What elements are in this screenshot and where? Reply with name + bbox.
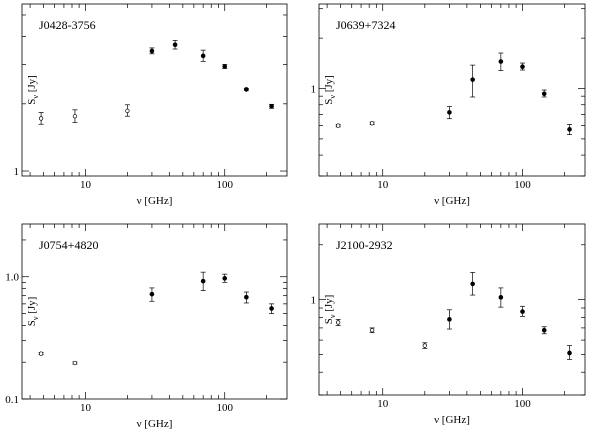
data-point-filled [269, 306, 274, 311]
data-point-filled [447, 110, 452, 115]
data-point-filled [149, 291, 155, 297]
data-point-filled [222, 64, 228, 69]
series-open [38, 104, 130, 125]
data-point-filled [567, 350, 572, 356]
data-point-filled [520, 309, 525, 314]
chart-panel-1: 10 100 1 ν [GHz] Sν [Jy] J0428-3756 [14, 3, 288, 207]
x-tick-label: 10 [377, 179, 389, 191]
y-tick-label: 1 [14, 166, 20, 178]
x-axis-label: ν [GHz] [434, 414, 470, 426]
data-point-filled [222, 276, 228, 281]
data-point-filled [244, 87, 249, 92]
data-point-open [38, 351, 44, 356]
data-point-filled [447, 317, 452, 322]
data-point-filled [149, 48, 155, 54]
y-tick-label: 1 [311, 295, 317, 307]
source-name-label: J2100-2932 [336, 238, 393, 252]
y-axis-minor-ticks [319, 8, 585, 177]
series-open [38, 351, 78, 366]
x-axis-label: ν [GHz] [434, 195, 470, 207]
source-name-label: J0428-3756 [39, 18, 96, 32]
y-axis-minor-ticks [319, 244, 585, 396]
data-point-filled [470, 77, 475, 82]
y-tick-label: 1.0 [5, 272, 19, 284]
chart-panel-2: 10 100 1 ν [GHz] Sν [Jy] J0639+7324 [311, 3, 586, 207]
source-name-label: J0754+4820 [39, 238, 98, 252]
data-point-open [369, 121, 375, 126]
series-filled [446, 52, 573, 135]
series-filled [446, 272, 573, 360]
y-axis-label: Sν [Jy] [323, 75, 337, 105]
data-point-filled [200, 53, 206, 59]
y-axis-label: Sν [Jy] [26, 75, 40, 105]
data-point-filled [200, 278, 206, 284]
x-axis-minor-ticks [29, 4, 268, 176]
x-axis-label: ν [GHz] [137, 418, 173, 430]
y-axis-label: Sν [Jy] [323, 295, 337, 325]
data-point-filled [498, 295, 504, 300]
x-axis-minor-ticks [326, 4, 565, 176]
series-open [335, 318, 428, 349]
x-axis-minor-ticks [29, 224, 268, 399]
x-axis-label: ν [GHz] [137, 195, 173, 207]
y-axis-label: Sν [Jy] [26, 297, 40, 327]
x-tick-label: 10 [80, 402, 92, 414]
data-point-filled [567, 127, 572, 132]
plot-frame [318, 3, 586, 177]
x-tick-label: 10 [377, 398, 389, 410]
data-point-open [336, 320, 341, 325]
x-tick-label: 10 [80, 179, 92, 191]
y-axis-minor-ticks [22, 14, 287, 172]
data-point-filled [244, 294, 249, 300]
source-name-label: J0639+7324 [336, 18, 395, 32]
data-point-filled [498, 59, 504, 64]
data-point-filled [520, 64, 525, 70]
data-point-open [125, 108, 130, 114]
plot-frame [21, 223, 288, 400]
x-tick-label: 100 [514, 398, 531, 410]
data-point-filled [269, 103, 274, 109]
series-filled [149, 39, 275, 109]
data-point-open [72, 360, 78, 366]
data-point-filled [541, 91, 547, 97]
data-point-filled [172, 42, 178, 48]
x-axis-minor-ticks [326, 224, 565, 395]
plot-frame [318, 223, 586, 396]
data-point-open [38, 116, 44, 121]
y-tick-label: 0.1 [5, 394, 19, 406]
data-point-filled [470, 281, 475, 287]
y-tick-label: 1 [311, 84, 317, 96]
data-point-open [72, 114, 78, 119]
chart-panel-4: 10 100 1 ν [GHz] Sν [Jy] J2100-2932 [311, 223, 586, 426]
plot-frame [21, 3, 288, 177]
y-axis-minor-ticks [22, 239, 287, 400]
series-filled [149, 271, 275, 314]
data-point-open [336, 123, 341, 128]
data-point-open [369, 328, 375, 333]
chart-panel-3: 10 100 0.1 1.0 ν [GHz] Sν [Jy] J0754+4820 [5, 223, 288, 430]
x-tick-label: 100 [216, 179, 233, 191]
series-open [335, 121, 375, 128]
x-tick-label: 100 [514, 179, 531, 191]
data-point-open [422, 343, 427, 348]
data-point-filled [541, 327, 547, 333]
x-tick-label: 100 [216, 402, 233, 414]
